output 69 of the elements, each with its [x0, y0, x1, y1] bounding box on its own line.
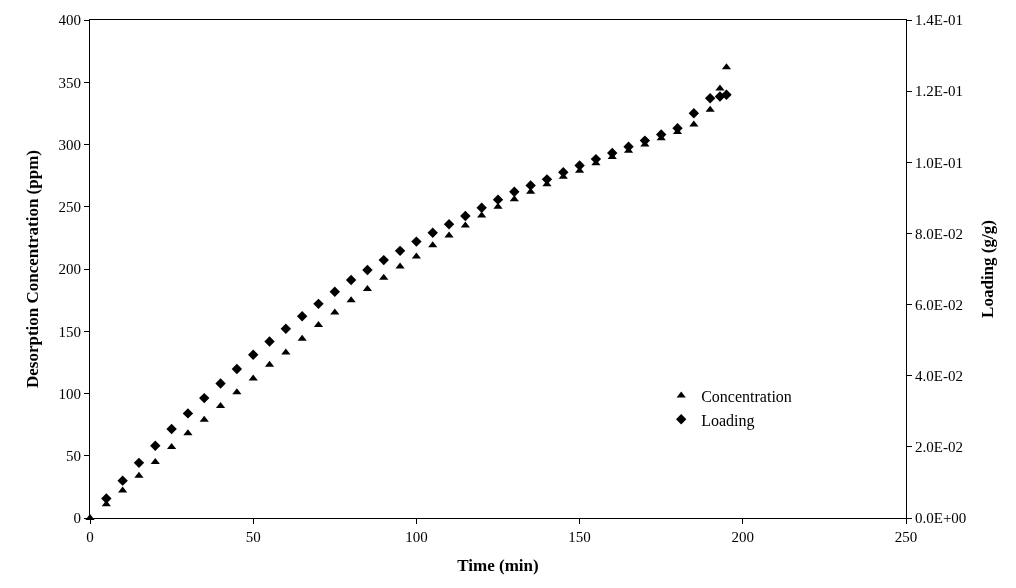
y2-tick-label: 4.0E-02 [915, 367, 963, 384]
point [345, 274, 357, 286]
y-tick-label: 100 [58, 385, 81, 402]
y2-tick-label: 6.0E-02 [915, 296, 963, 313]
y2-tick-label: 8.0E-02 [915, 225, 963, 242]
point [150, 457, 160, 464]
y2-axis-title: Loading (g/g) [977, 220, 997, 318]
y2-tick-label: 1.0E-01 [915, 154, 963, 171]
y-tick-label: 350 [58, 74, 81, 91]
point [329, 286, 340, 297]
x-tick-label: 250 [894, 529, 918, 545]
x-axis-title: Time (min) [457, 556, 539, 576]
y2-tick-label: 1.4E-01 [915, 12, 963, 29]
point [705, 105, 715, 112]
x-tick-label: 200 [731, 529, 755, 545]
point [476, 202, 487, 214]
y2-tick-label: 2.0E-02 [915, 439, 963, 456]
x-tick-label: 150 [568, 529, 591, 545]
point [688, 108, 700, 119]
point [133, 457, 145, 469]
point [199, 415, 209, 422]
point [264, 336, 275, 347]
y-tick-label: 250 [58, 199, 81, 215]
point [395, 262, 405, 269]
y-axis-title: Desorption Concentration (ppm) [23, 150, 43, 388]
point [378, 254, 389, 266]
point [492, 194, 504, 205]
point [118, 486, 128, 493]
y-tick-label: 300 [58, 136, 81, 153]
point [394, 245, 406, 257]
y-tick-label: 400 [58, 12, 81, 29]
point [117, 475, 128, 486]
legend-label: Loading [701, 411, 755, 430]
point [362, 264, 373, 276]
y-tick-label: 0 [73, 510, 81, 527]
point [721, 89, 732, 100]
point [231, 363, 243, 375]
y-tick-label: 200 [58, 261, 81, 278]
point [182, 408, 194, 419]
point [296, 311, 308, 322]
x-tick-label: 0 [86, 529, 94, 545]
point [313, 298, 324, 310]
point [704, 93, 716, 104]
y-tick-label: 50 [66, 448, 81, 464]
point [166, 423, 177, 435]
point [689, 120, 699, 127]
point [297, 334, 307, 341]
point [525, 180, 536, 191]
point [134, 471, 144, 478]
point [443, 218, 455, 230]
point [248, 374, 258, 381]
y-tick-label: 150 [58, 323, 81, 340]
point [150, 440, 161, 451]
point [215, 378, 226, 389]
x-tick-label: 100 [405, 529, 428, 545]
point [199, 392, 210, 404]
point [101, 493, 112, 504]
x-tick-label: 50 [245, 529, 261, 545]
point [427, 227, 438, 238]
point [280, 323, 292, 334]
point [411, 236, 422, 247]
y2-tick-label: 1.2E-01 [915, 83, 963, 100]
point [379, 273, 389, 280]
legend-label: Concentration [701, 387, 792, 405]
y2-tick-label: 0.0E+00 [915, 510, 967, 527]
point [330, 308, 340, 315]
point [460, 210, 471, 222]
point [248, 349, 259, 360]
point [509, 186, 520, 198]
